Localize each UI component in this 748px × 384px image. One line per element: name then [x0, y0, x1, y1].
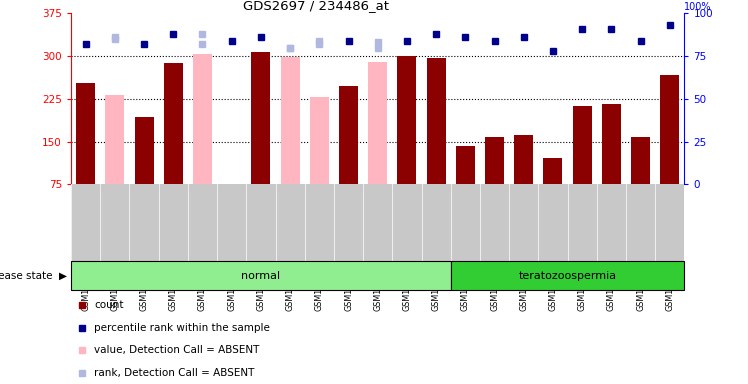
Bar: [310, 97, 329, 184]
Bar: [660, 75, 679, 184]
Bar: [368, 63, 387, 184]
Bar: [135, 117, 153, 184]
Bar: [193, 55, 212, 184]
Bar: [426, 58, 446, 184]
Bar: [451, 261, 684, 290]
Text: rank, Detection Call = ABSENT: rank, Detection Call = ABSENT: [94, 368, 255, 378]
Bar: [515, 135, 533, 184]
Bar: [76, 83, 95, 184]
Text: count: count: [94, 300, 124, 310]
Bar: [485, 137, 504, 184]
Bar: [573, 106, 592, 184]
Text: percentile rank within the sample: percentile rank within the sample: [94, 323, 270, 333]
Bar: [164, 63, 183, 184]
Bar: [105, 95, 124, 184]
Bar: [251, 51, 271, 184]
Title: GDS2697 / 234486_at: GDS2697 / 234486_at: [243, 0, 390, 12]
Text: value, Detection Call = ABSENT: value, Detection Call = ABSENT: [94, 345, 260, 355]
Bar: [602, 104, 621, 184]
Text: 100%: 100%: [684, 2, 712, 12]
Bar: [397, 56, 417, 184]
Bar: [280, 57, 300, 184]
Bar: [631, 137, 650, 184]
Bar: [71, 261, 451, 290]
Text: disease state  ▶: disease state ▶: [0, 270, 67, 281]
Text: normal: normal: [242, 270, 280, 281]
Text: teratozoospermia: teratozoospermia: [518, 270, 616, 281]
Bar: [544, 157, 562, 184]
Bar: [456, 146, 475, 184]
Bar: [339, 86, 358, 184]
